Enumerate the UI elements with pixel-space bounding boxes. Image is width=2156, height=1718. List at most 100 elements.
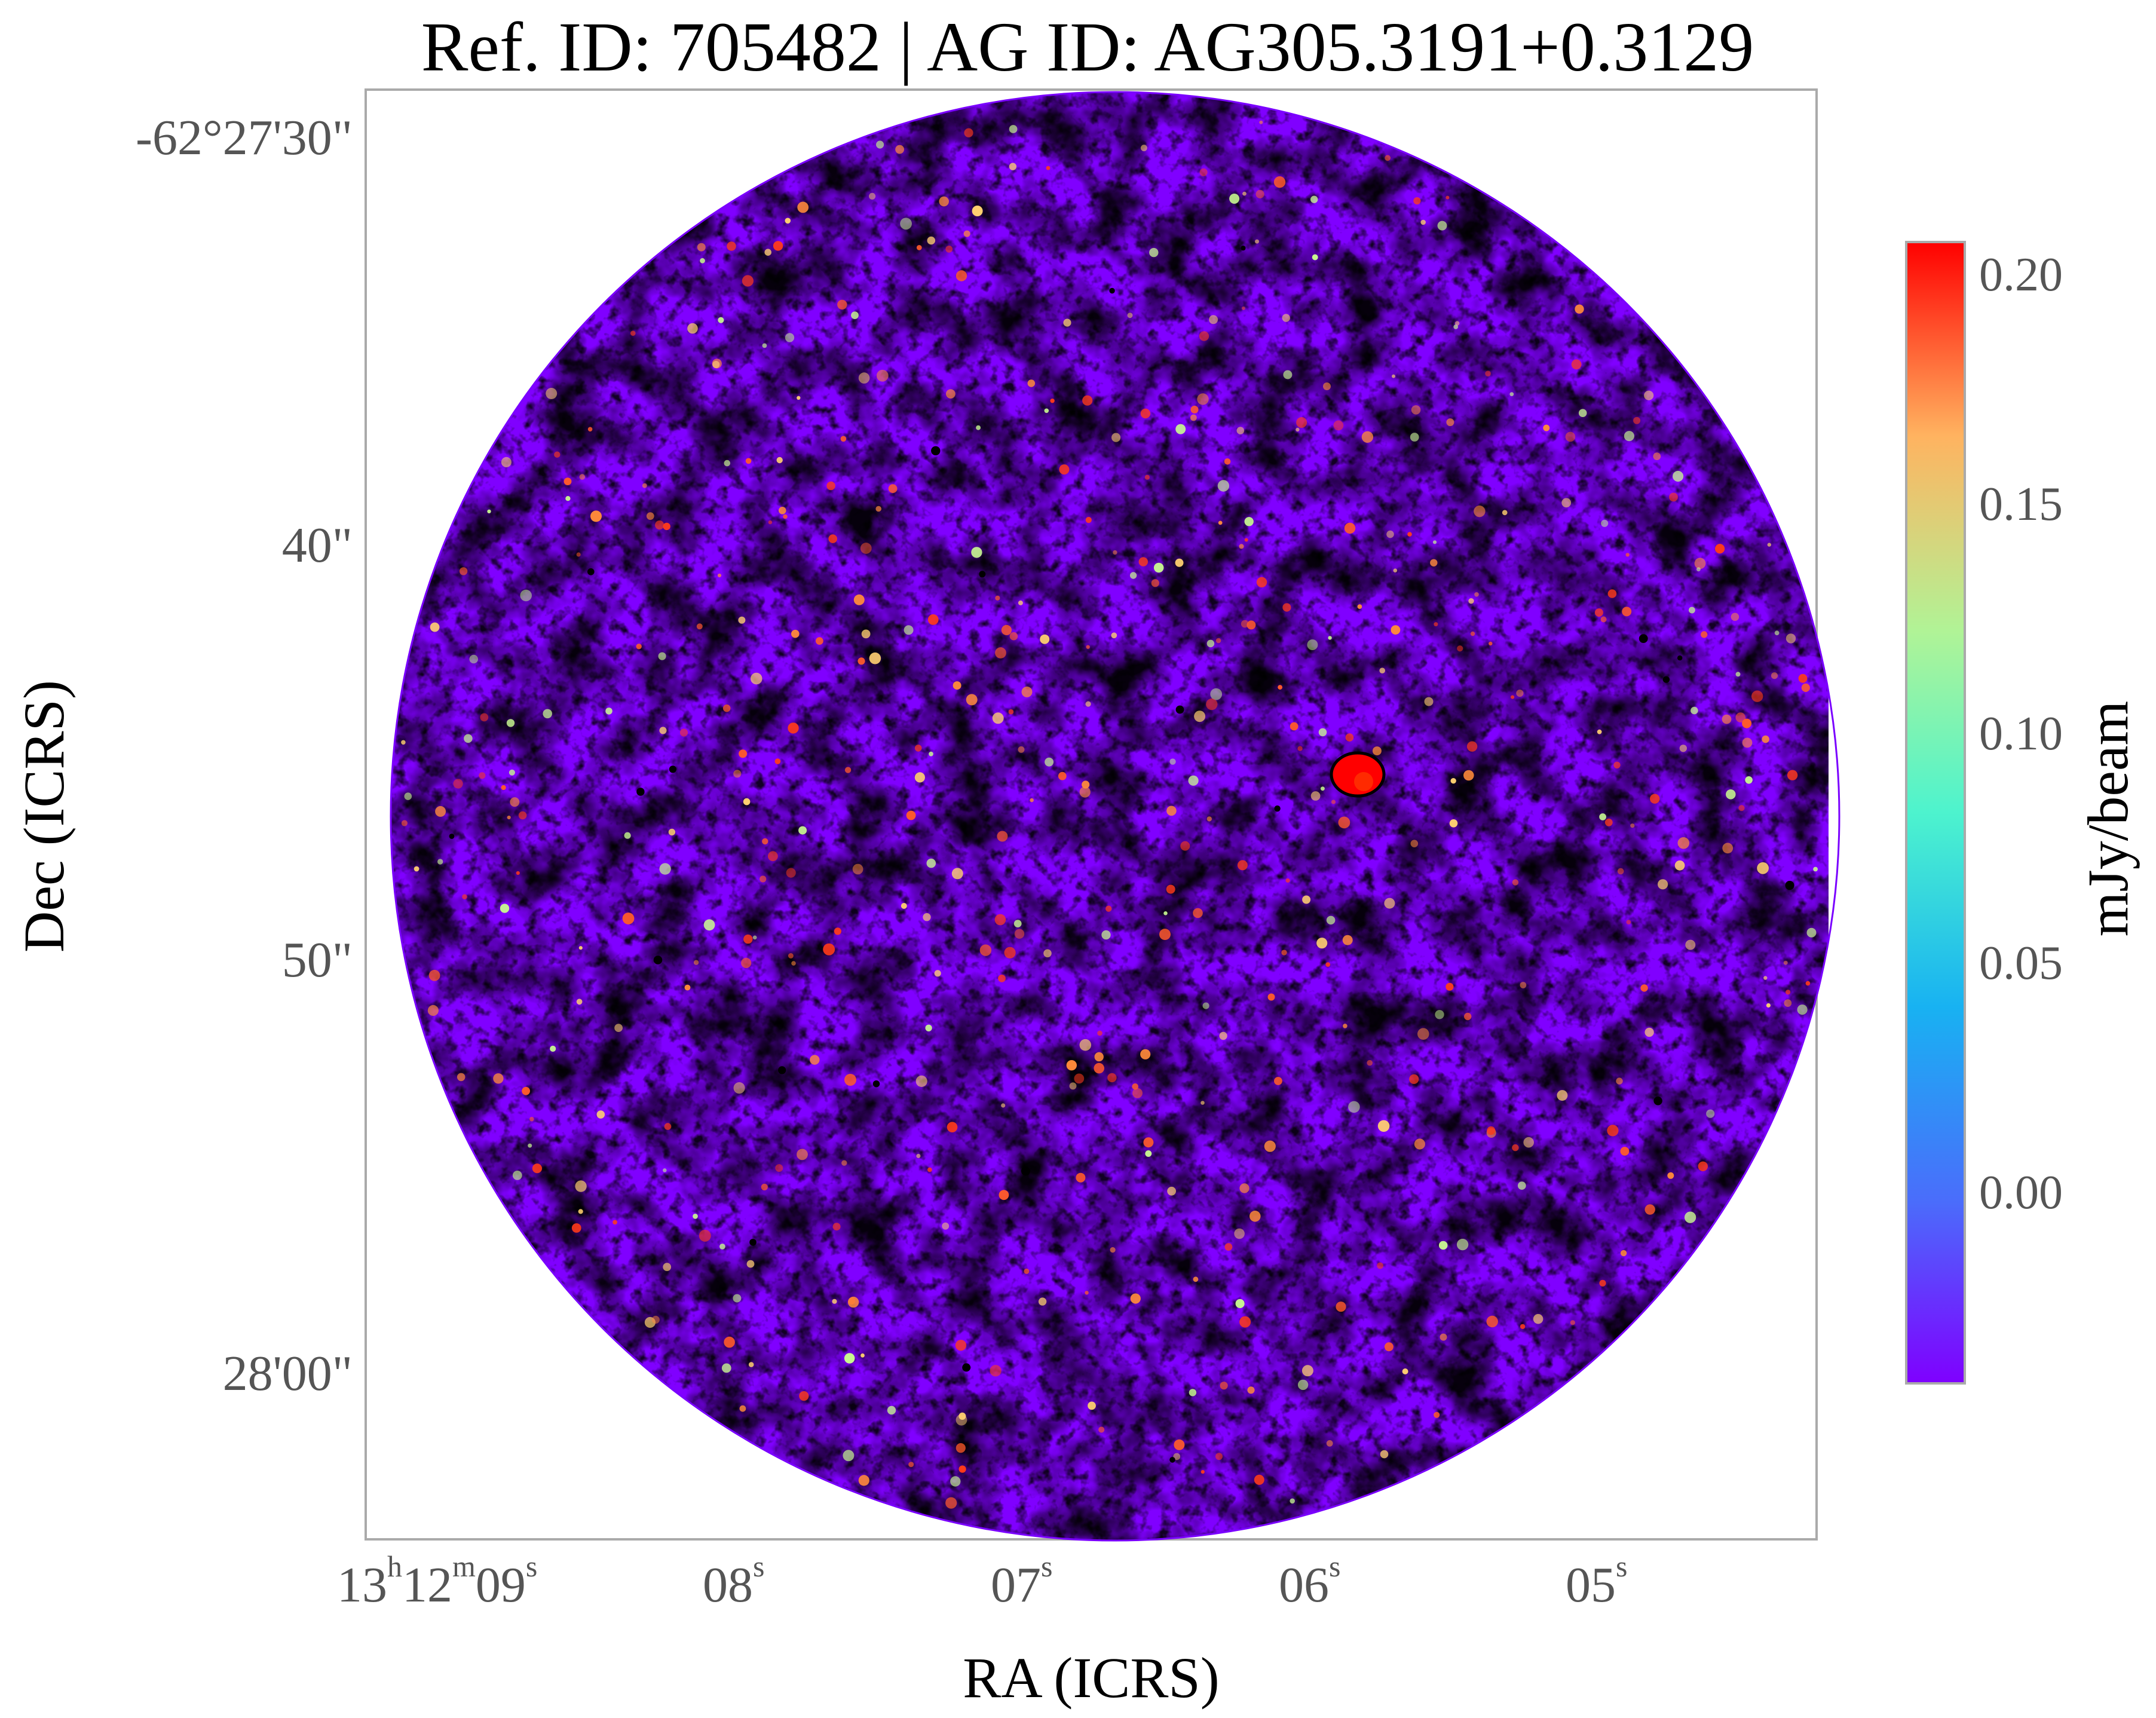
hotspot [1018,600,1023,605]
hotspot [664,1123,672,1130]
hotspot [1600,616,1607,623]
hotspot [1254,1474,1264,1485]
hotspot [404,792,412,800]
hotspot [428,970,440,981]
hotspot [571,1223,581,1233]
contour-spot [1653,1097,1662,1105]
hotspot [1278,685,1283,690]
hotspot [1511,695,1515,699]
hotspot [1140,408,1151,419]
hotspot [1224,458,1231,465]
hotspot [860,1353,865,1358]
hotspot [834,927,841,935]
hotspot [1599,1279,1606,1287]
hotspot [722,704,731,712]
hotspot [479,772,486,779]
hotspot [1038,1297,1047,1306]
hotspot [1417,1028,1429,1040]
hotspot [1085,701,1091,707]
x-axis-label: RA (ICRS) [963,1646,1219,1710]
contour-spot [979,571,986,578]
hotspot [1575,304,1584,314]
hotspot [1097,1030,1102,1036]
hotspot [1285,878,1290,883]
y-tick-label: 28'00" [223,1346,353,1401]
hotspot [1046,166,1051,170]
hotspot [1331,800,1336,804]
hotspot [1218,520,1223,525]
contour-spot [1021,1166,1030,1176]
hotspot [1409,1074,1419,1084]
hotspot [895,145,904,154]
hotspot [1200,1101,1205,1105]
hotspot [1679,745,1687,752]
hotspot [1320,786,1325,791]
hotspot [914,772,925,783]
hotspot [430,622,440,632]
hotspot [1677,837,1690,849]
hotspot [1466,741,1478,752]
hotspot [1215,638,1221,644]
hotspot [950,1476,961,1487]
hotspot [748,1362,754,1367]
hotspot [684,984,691,991]
hotspot [1113,550,1117,555]
hotspot [1377,1262,1384,1269]
contour-spot [749,1239,757,1246]
hotspot [1082,395,1093,406]
hotspot [1474,592,1479,597]
hotspot [1189,1389,1197,1397]
hotspot [942,1222,950,1230]
hotspot [1674,860,1685,871]
hotspot [522,1086,530,1095]
colorbar [1905,241,1966,1385]
hotspot [1149,247,1159,258]
hotspot [1241,620,1249,628]
hotspot [785,218,791,224]
hotspot [876,369,889,382]
contour-spot [962,1363,971,1372]
contour-spot [1677,655,1683,661]
hotspot [1190,405,1199,414]
hotspot [1159,929,1171,941]
hotspot [453,779,463,789]
hotspot [578,1209,583,1214]
hotspot [1377,1120,1390,1132]
hotspot [797,1149,808,1160]
hotspot [1437,221,1447,231]
hotspot [1004,947,1016,958]
hotspot [1009,163,1017,170]
hotspot [565,496,571,501]
hotspot [1239,1316,1251,1328]
hotspot [1786,990,1791,995]
hotspot [1264,1140,1276,1152]
hotspot [605,708,612,715]
bright-source-core [1354,772,1373,791]
hotspot [1219,1031,1227,1040]
hotspot [1190,414,1197,421]
hotspot [1742,718,1752,728]
hotspot [1307,639,1318,650]
hotspot [1302,895,1311,904]
contour-spot [931,446,941,455]
hotspot [1509,392,1514,396]
hotspot [810,1055,820,1065]
hotspot [1599,813,1607,820]
hotspot [1027,379,1036,387]
hotspot [437,859,443,865]
hotspot [1438,1241,1448,1250]
hotspot [501,785,506,791]
hotspot [1571,359,1582,370]
hotspot [1210,688,1223,700]
hotspot [1040,634,1050,644]
hotspot [768,520,773,525]
hotspot [1424,697,1434,706]
hotspot [1685,939,1696,950]
hotspot [1217,480,1230,492]
hotspot [1630,823,1635,828]
contour-spot [1169,1457,1175,1463]
hotspot [916,1153,921,1159]
hotspot [816,637,823,645]
hotspot [776,457,783,464]
hotspot [1486,1315,1498,1328]
